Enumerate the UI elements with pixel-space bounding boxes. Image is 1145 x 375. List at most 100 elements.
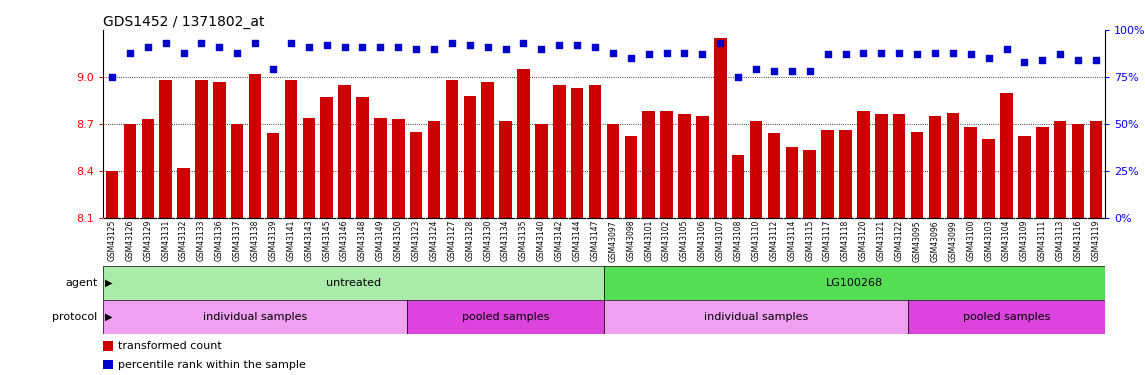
Point bbox=[657, 50, 676, 55]
Text: GSM43106: GSM43106 bbox=[698, 220, 706, 261]
Bar bbox=[267, 133, 279, 218]
Text: GSM43099: GSM43099 bbox=[948, 220, 957, 262]
Text: GSM43109: GSM43109 bbox=[1020, 220, 1029, 261]
Point bbox=[263, 66, 282, 72]
Bar bbox=[678, 114, 690, 218]
Point bbox=[406, 46, 425, 52]
Bar bbox=[821, 130, 834, 218]
Text: individual samples: individual samples bbox=[704, 312, 808, 322]
Bar bbox=[661, 111, 673, 218]
Bar bbox=[177, 168, 190, 217]
Point bbox=[460, 42, 479, 48]
Bar bbox=[103, 360, 113, 369]
Point bbox=[300, 44, 318, 50]
Bar bbox=[142, 119, 155, 218]
Text: GSM43104: GSM43104 bbox=[1002, 220, 1011, 261]
Point bbox=[676, 50, 694, 55]
Text: GSM43126: GSM43126 bbox=[126, 220, 134, 261]
Text: GSM43115: GSM43115 bbox=[805, 220, 814, 261]
Bar bbox=[464, 96, 476, 218]
Text: LG100268: LG100268 bbox=[826, 278, 883, 288]
Text: agent: agent bbox=[65, 278, 97, 288]
Text: GSM43117: GSM43117 bbox=[823, 220, 832, 261]
Bar bbox=[732, 155, 744, 218]
Point bbox=[103, 74, 121, 80]
Text: GSM43127: GSM43127 bbox=[448, 220, 457, 261]
Bar bbox=[910, 132, 923, 218]
Text: GSM43145: GSM43145 bbox=[322, 220, 331, 261]
Bar bbox=[929, 116, 941, 218]
Bar bbox=[499, 121, 512, 218]
Text: GSM43136: GSM43136 bbox=[215, 220, 223, 261]
Point bbox=[603, 50, 622, 55]
Text: individual samples: individual samples bbox=[203, 312, 307, 322]
Point bbox=[800, 68, 819, 74]
Point bbox=[157, 40, 175, 46]
Point bbox=[371, 44, 389, 50]
Bar bbox=[481, 82, 493, 218]
Bar bbox=[804, 150, 816, 217]
Bar bbox=[571, 88, 584, 218]
Point bbox=[872, 50, 891, 55]
Text: transformed count: transformed count bbox=[118, 341, 221, 351]
Text: GSM43135: GSM43135 bbox=[519, 220, 528, 261]
Bar bbox=[605, 300, 908, 334]
Bar bbox=[875, 114, 887, 218]
Bar bbox=[518, 69, 530, 218]
Bar bbox=[105, 171, 118, 217]
Text: GSM43112: GSM43112 bbox=[769, 220, 779, 261]
Text: GSM43113: GSM43113 bbox=[1056, 220, 1065, 261]
Bar bbox=[195, 80, 207, 218]
Text: GSM43119: GSM43119 bbox=[1091, 220, 1100, 261]
Text: GDS1452 / 1371802_at: GDS1452 / 1371802_at bbox=[103, 15, 264, 29]
Point bbox=[479, 44, 497, 50]
Text: GSM43107: GSM43107 bbox=[716, 220, 725, 261]
Bar bbox=[124, 124, 136, 218]
Text: untreated: untreated bbox=[326, 278, 381, 288]
Point bbox=[335, 44, 354, 50]
Text: GSM43150: GSM43150 bbox=[394, 220, 403, 261]
Bar bbox=[445, 80, 458, 218]
Bar bbox=[103, 266, 605, 300]
Bar bbox=[607, 124, 619, 218]
Bar bbox=[213, 82, 226, 218]
Point bbox=[943, 50, 962, 55]
Point bbox=[765, 68, 783, 74]
Point bbox=[282, 40, 300, 46]
Bar bbox=[767, 133, 780, 218]
Text: GSM43130: GSM43130 bbox=[483, 220, 492, 261]
Point bbox=[1033, 57, 1051, 63]
Bar bbox=[553, 85, 566, 218]
Point bbox=[568, 42, 586, 48]
Point bbox=[211, 44, 229, 50]
Point bbox=[836, 51, 854, 57]
Bar bbox=[535, 124, 547, 218]
Bar bbox=[231, 124, 244, 218]
Point bbox=[729, 74, 748, 80]
Bar bbox=[302, 117, 315, 218]
Bar bbox=[714, 38, 727, 218]
Point bbox=[693, 51, 711, 57]
Point bbox=[979, 55, 997, 61]
Bar bbox=[1053, 121, 1066, 218]
Text: GSM43140: GSM43140 bbox=[537, 220, 546, 261]
Point bbox=[1069, 57, 1088, 63]
Point bbox=[550, 42, 568, 48]
Bar bbox=[947, 113, 960, 218]
Text: GSM43121: GSM43121 bbox=[877, 220, 886, 261]
Text: pooled samples: pooled samples bbox=[963, 312, 1050, 322]
Bar bbox=[408, 300, 605, 334]
Point bbox=[246, 40, 264, 46]
Point bbox=[962, 51, 980, 57]
Text: GSM43103: GSM43103 bbox=[985, 220, 993, 261]
Point bbox=[711, 40, 729, 46]
Point bbox=[1051, 51, 1069, 57]
Bar bbox=[982, 140, 995, 218]
Text: GSM43144: GSM43144 bbox=[572, 220, 582, 261]
Text: protocol: protocol bbox=[52, 312, 97, 322]
Text: GSM43131: GSM43131 bbox=[161, 220, 171, 261]
Point bbox=[1016, 59, 1034, 65]
Text: GSM43128: GSM43128 bbox=[465, 220, 474, 261]
Text: GSM43137: GSM43137 bbox=[232, 220, 242, 261]
Text: GSM43148: GSM43148 bbox=[358, 220, 366, 261]
